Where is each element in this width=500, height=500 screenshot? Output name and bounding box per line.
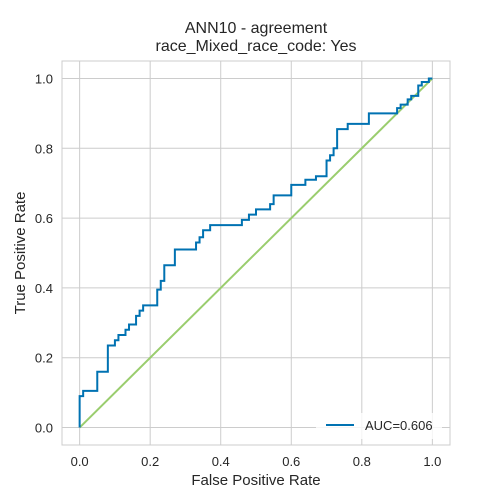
y-tick-label: 0.8 <box>35 141 53 156</box>
plot-frame <box>61 60 451 446</box>
y-tick-label: 0.0 <box>35 421 53 436</box>
legend: AUC=0.606 <box>316 413 442 439</box>
chart-title: ANN10 - agreement <box>185 20 328 37</box>
y-axis-label: True Positive Rate <box>12 192 29 315</box>
legend-label-roc: AUC=0.606 <box>365 418 433 433</box>
x-axis-label: False Positive Rate <box>191 472 320 489</box>
chart-subtitle: race_Mixed_race_code: Yes <box>155 38 356 55</box>
x-tick-label: 0.8 <box>353 454 371 469</box>
grid <box>62 61 450 445</box>
y-tick-label: 1.0 <box>35 71 53 86</box>
x-tick-label: 0.6 <box>282 454 300 469</box>
x-tick-label: 0.2 <box>141 454 159 469</box>
roc-curve-line <box>78 77 433 428</box>
series-layer <box>78 77 434 429</box>
x-tick-label: 1.0 <box>423 454 441 469</box>
x-tick-labels: 0.0 0.2 0.4 0.6 0.8 1.0 <box>71 454 442 469</box>
y-tick-label: 0.2 <box>35 351 53 366</box>
x-tick-label: 0.0 <box>71 454 89 469</box>
random-baseline-line <box>78 77 434 429</box>
y-tick-label: 0.6 <box>35 211 53 226</box>
x-tick-label: 0.4 <box>212 454 230 469</box>
y-tick-labels: 0.0 0.2 0.4 0.6 0.8 1.0 <box>35 71 53 435</box>
y-tick-label: 0.4 <box>35 281 53 296</box>
